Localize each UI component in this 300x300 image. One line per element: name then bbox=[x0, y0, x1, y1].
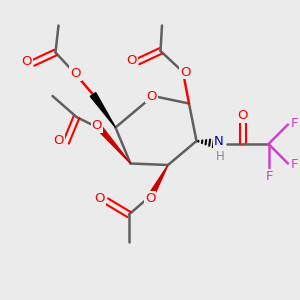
Text: O: O bbox=[180, 65, 191, 79]
Text: F: F bbox=[265, 170, 273, 183]
Text: F: F bbox=[291, 116, 298, 130]
Text: O: O bbox=[70, 67, 81, 80]
Polygon shape bbox=[149, 165, 168, 196]
Text: O: O bbox=[145, 192, 155, 205]
Text: O: O bbox=[92, 119, 102, 132]
Polygon shape bbox=[98, 127, 130, 164]
Text: O: O bbox=[146, 89, 157, 103]
Text: O: O bbox=[21, 55, 32, 68]
Text: O: O bbox=[126, 53, 137, 67]
Polygon shape bbox=[90, 93, 116, 128]
Text: O: O bbox=[53, 134, 64, 148]
Text: O: O bbox=[237, 109, 248, 122]
Text: O: O bbox=[95, 192, 105, 206]
Text: F: F bbox=[291, 158, 298, 172]
Text: N: N bbox=[214, 135, 224, 148]
Text: H: H bbox=[215, 150, 224, 163]
